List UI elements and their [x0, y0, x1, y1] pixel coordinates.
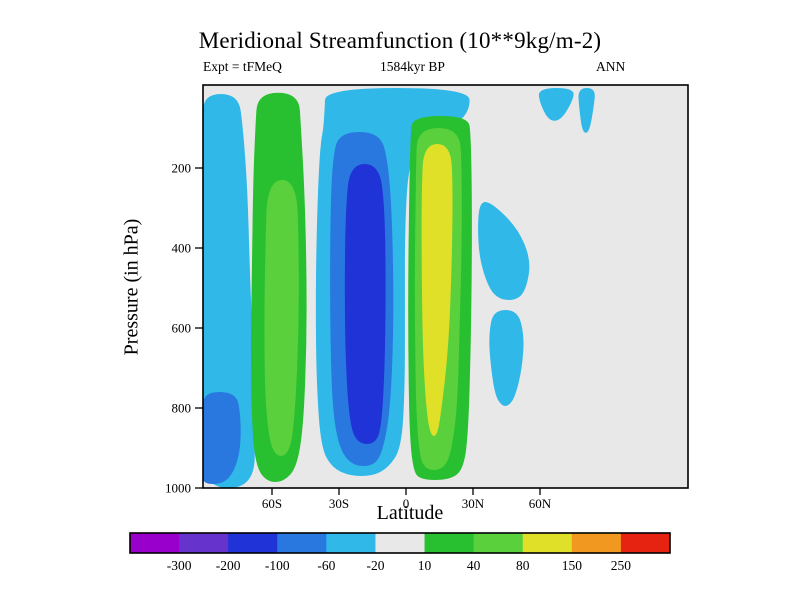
- contour-region-sh-polar-cyan: [203, 94, 255, 488]
- colorbar-label: -60: [317, 558, 335, 573]
- colorbar-label: 10: [418, 558, 432, 573]
- x-tick-label: 60S: [262, 496, 282, 511]
- x-tick-label: 60N: [529, 496, 552, 511]
- colorbar-cell: [424, 533, 475, 553]
- contour-region-nh-polar-cyan-b: [578, 88, 595, 133]
- y-tick-label: 1000: [165, 481, 191, 496]
- colorbar-label: -100: [265, 558, 290, 573]
- colorbar-cell: [522, 533, 573, 553]
- contour-region-nh-midlat-cyan-lower: [489, 310, 524, 406]
- contour-region-nh-hadley-yellow-core: [421, 144, 453, 436]
- colorbar-cell: [277, 533, 327, 553]
- colorbar-cell: [130, 533, 180, 553]
- colorbar-cell: [179, 533, 229, 553]
- colorbar-cell: [473, 533, 524, 553]
- plot-frame: [202, 84, 689, 489]
- colorbar-cell: [375, 533, 426, 553]
- subtitle-experiment: Expt = tFMeQ: [203, 59, 282, 74]
- colorbar-label: 40: [467, 558, 481, 573]
- colorbar-cell: [571, 533, 622, 553]
- contour-region-sh-hadley-dark-core: [344, 164, 386, 444]
- contour-region-sh-polar-blue-core: [203, 392, 241, 484]
- subtitle-season: ANN: [596, 59, 626, 74]
- contour-region-nh-midlat-cyan-upper: [478, 202, 530, 300]
- colorbar-label: -20: [366, 558, 384, 573]
- colorbar-label: -300: [167, 558, 192, 573]
- colorbar-label: -200: [216, 558, 241, 573]
- colorbar-label: 150: [562, 558, 583, 573]
- colorbar-cell: [228, 533, 278, 553]
- colorbar-frame: [129, 532, 671, 554]
- x-tick-label: 0: [403, 496, 410, 511]
- x-axis-title: Latitude: [376, 502, 444, 524]
- x-tick-label: 30N: [462, 496, 485, 511]
- y-tick-label: 800: [172, 401, 192, 416]
- contour-regions: [203, 88, 595, 488]
- y-tick-label: 400: [172, 241, 192, 256]
- colorbar-cell: [326, 533, 376, 553]
- x-tick-label: 30S: [329, 496, 349, 511]
- y-tick-label: 600: [172, 321, 192, 336]
- subtitle-time: 1584kyr BP: [380, 59, 445, 74]
- chart-title: Meridional Streamfunction (10**9kg/m-2): [198, 28, 602, 53]
- contour-region-sh-ferrel-green-core: [264, 180, 299, 456]
- y-tick-label: 200: [172, 161, 192, 176]
- colorbar-label: 80: [516, 558, 530, 573]
- contour-region-nh-polar-cyan-a: [538, 88, 574, 121]
- colorbar-cell: [620, 533, 671, 553]
- colorbar-label: 250: [611, 558, 632, 573]
